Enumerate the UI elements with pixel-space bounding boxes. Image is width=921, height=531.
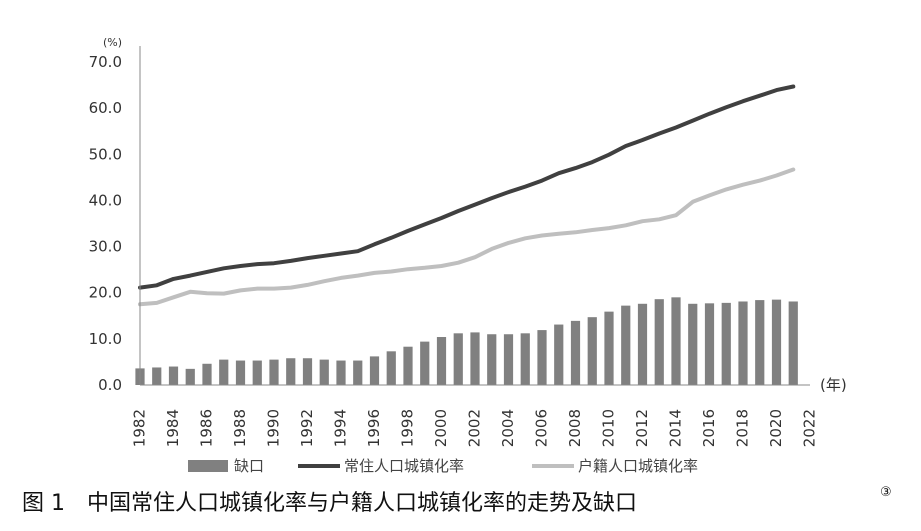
legend: 缺口 常住人口城镇化率 户籍人口城镇化率 — [188, 457, 698, 475]
x-tick-label: 2016 — [700, 409, 718, 447]
bar-gap — [654, 299, 664, 385]
bar-gap — [420, 341, 430, 385]
bar-gap — [369, 356, 380, 385]
y-tick-label: 10.0 — [89, 330, 122, 348]
bar-gap — [604, 311, 614, 385]
x-tick-label: 2002 — [466, 409, 484, 447]
bar-gap — [671, 297, 681, 385]
bar-gap — [202, 363, 212, 385]
x-tick-label: 1990 — [265, 409, 283, 447]
bar-gap — [704, 303, 715, 385]
y-tick-label: 0.0 — [98, 376, 122, 394]
bar-gap — [353, 360, 363, 385]
bar-gap — [286, 358, 296, 385]
x-tick-label: 2012 — [633, 409, 651, 447]
x-tick-label: 2022 — [801, 409, 819, 447]
bar-gap — [771, 299, 782, 385]
y-axis-unit: (%) — [103, 36, 122, 49]
bar-gap — [587, 317, 597, 385]
legend-label: 户籍人口城镇化率 — [578, 457, 698, 475]
bar-gap — [302, 358, 313, 385]
y-tick-label: 40.0 — [89, 191, 122, 209]
bar-gap — [738, 301, 748, 385]
bar-gap — [503, 334, 514, 385]
bar-gap — [453, 333, 463, 385]
bar-gap — [336, 360, 346, 385]
x-tick-label: 1982 — [131, 409, 149, 447]
bar-gap — [252, 360, 262, 385]
bar-gap — [721, 302, 731, 385]
x-tick-label: 1988 — [231, 409, 249, 447]
series-line — [138, 167, 796, 307]
bar-gap — [403, 346, 413, 385]
y-tick-labels: 0.0 10.0 20.0 30.0 40.0 50.0 60.0 70.0 — [89, 53, 122, 394]
series-line — [138, 84, 796, 290]
bar-gap — [219, 359, 229, 385]
bar-gap — [637, 303, 648, 385]
bar-gap — [788, 301, 798, 385]
bar-gap — [235, 360, 246, 385]
axes-group — [139, 46, 810, 386]
bar-gap — [688, 303, 698, 385]
x-tick-label: 1984 — [164, 409, 182, 447]
legend-label: 缺口 — [234, 457, 264, 475]
legend-swatch — [188, 460, 228, 472]
bar-gap — [570, 320, 581, 385]
x-tick-label: 2010 — [600, 409, 618, 447]
y-tick-label: 30.0 — [89, 238, 122, 256]
legend-label: 常住人口城镇化率 — [344, 457, 464, 475]
bar-gap — [152, 367, 162, 385]
x-tick-label: 2008 — [566, 409, 584, 447]
bar-gap — [554, 324, 564, 385]
x-tick-label: 1986 — [198, 409, 216, 447]
bar-gap — [386, 351, 396, 385]
bar-gap — [755, 300, 765, 385]
x-tick-label: 2004 — [499, 409, 517, 447]
x-tick-label: 1996 — [365, 409, 383, 447]
bar-gap — [621, 305, 631, 385]
x-tick-label: 1994 — [332, 409, 350, 447]
y-tick-label: 20.0 — [89, 284, 122, 302]
bar-gap — [487, 334, 497, 385]
x-tick-label: 1992 — [298, 409, 316, 447]
bar-series-gap — [135, 297, 798, 385]
caption-footnote-mark: ③ — [880, 485, 892, 500]
bar-gap — [537, 330, 547, 385]
x-tick-label: 2006 — [533, 409, 551, 447]
bar-gap — [269, 359, 279, 385]
bar-gap — [520, 333, 530, 385]
x-tick-label: 1998 — [399, 409, 417, 447]
bar-gap — [185, 368, 195, 385]
figure-caption: 图 1 中国常住人口城镇化率与户籍人口城镇化率的走势及缺口 — [22, 491, 637, 516]
bar-gap — [319, 359, 329, 385]
bar-gap — [436, 337, 447, 385]
x-tick-label: 2018 — [734, 409, 752, 447]
bar-gap — [470, 332, 480, 385]
x-axis-unit: (年) — [820, 376, 847, 394]
x-tick-label: 2014 — [667, 409, 685, 447]
x-tick-label: 2020 — [767, 409, 785, 447]
y-tick-label: 50.0 — [89, 145, 122, 163]
y-tick-label: 70.0 — [89, 53, 122, 71]
y-tick-label: 60.0 — [89, 99, 122, 117]
x-tick-labels: 1982 1984 1986 1988 1990 1992 1994 1996 1998 2000… — [131, 409, 819, 447]
bar-gap — [168, 366, 179, 385]
line-series-group — [138, 84, 796, 307]
x-tick-label: 2000 — [432, 409, 450, 447]
